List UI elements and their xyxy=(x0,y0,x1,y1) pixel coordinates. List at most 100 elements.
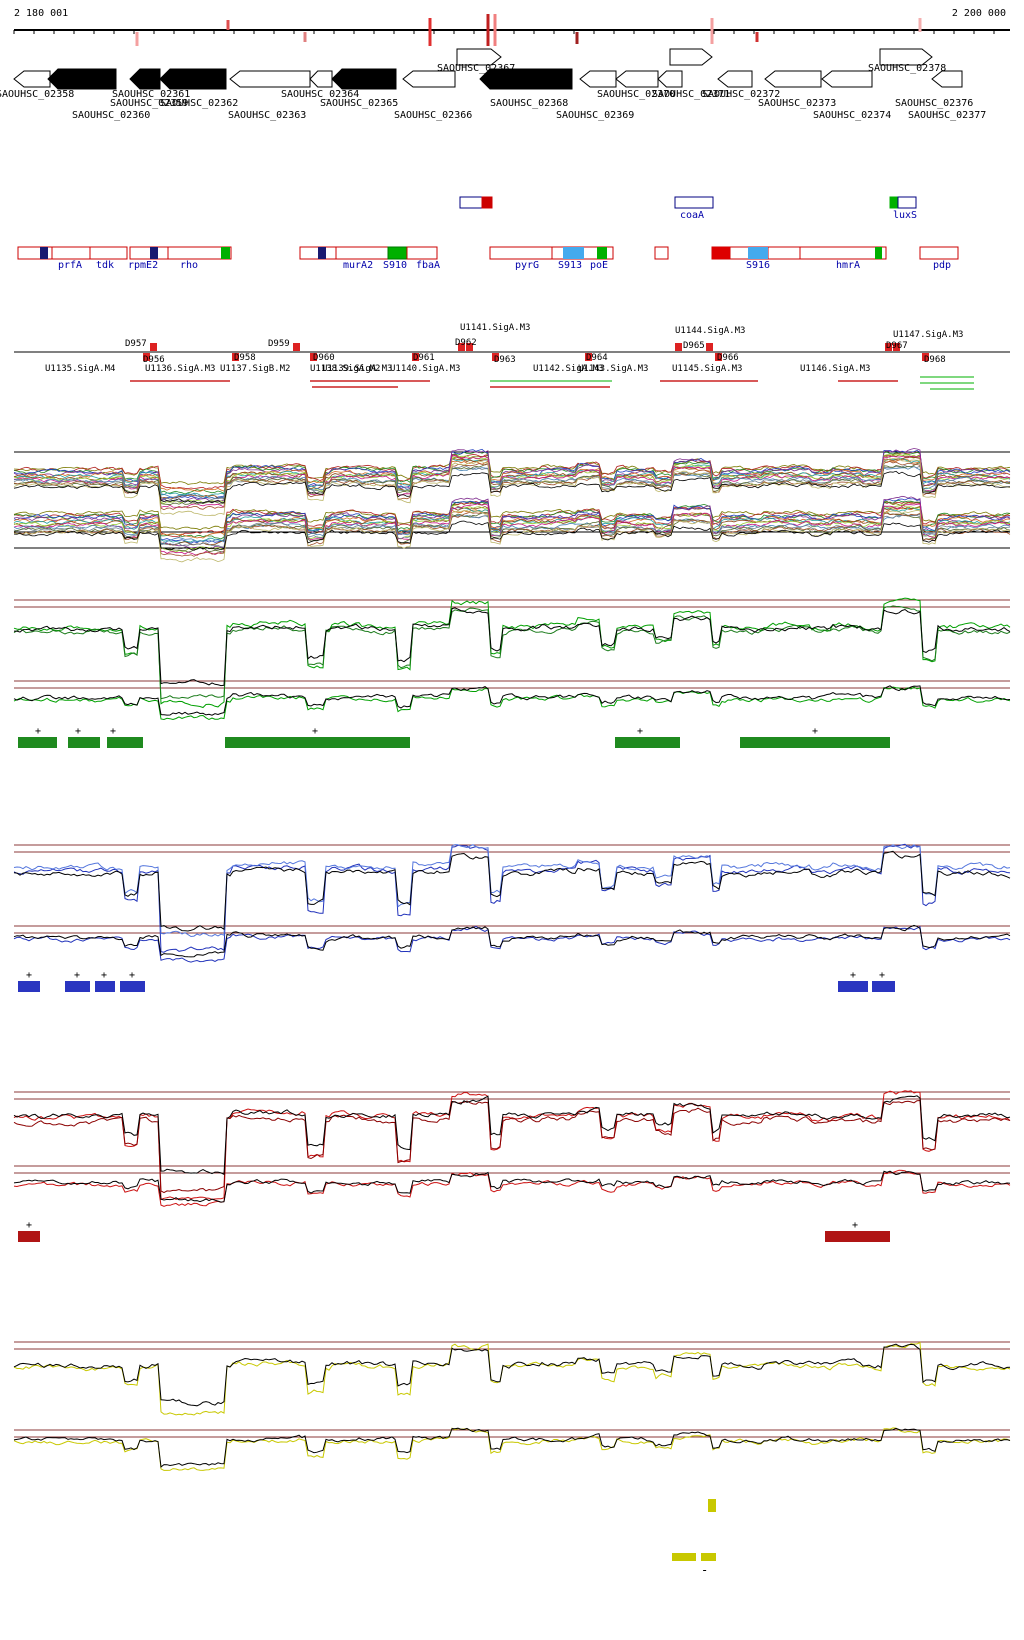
signal-panel-2[interactable] xyxy=(13,597,1011,721)
operon-box[interactable] xyxy=(129,246,232,260)
tu-label: D968 xyxy=(924,355,946,365)
operon-box[interactable] xyxy=(17,246,128,260)
feature-box[interactable] xyxy=(674,196,714,209)
expression-segment[interactable] xyxy=(95,981,115,992)
tu-flag[interactable] xyxy=(492,353,499,361)
gene-arrow[interactable] xyxy=(402,70,456,88)
gene-label: SAOUHSC_02367 xyxy=(437,63,515,74)
tu-flag[interactable] xyxy=(715,353,722,361)
tu-flag[interactable] xyxy=(412,353,419,361)
gene-arrow[interactable] xyxy=(309,70,333,88)
feature-box[interactable] xyxy=(459,196,483,209)
gene-arrow[interactable] xyxy=(615,70,659,88)
operon-box[interactable] xyxy=(387,246,408,260)
operon-box[interactable] xyxy=(406,246,438,260)
tu-label: U1137.SigB.M2 xyxy=(220,364,290,374)
expression-segment[interactable] xyxy=(68,737,100,748)
expression-segment[interactable] xyxy=(65,981,90,992)
operon-box[interactable] xyxy=(489,246,614,260)
operon-label: S916 xyxy=(746,260,770,271)
tu-flag[interactable] xyxy=(310,353,317,361)
gene-arrow[interactable] xyxy=(229,70,311,88)
gene-arrow[interactable] xyxy=(479,68,573,90)
expression-segment[interactable] xyxy=(18,981,40,992)
signal-trace xyxy=(13,850,1011,932)
expression-segment[interactable] xyxy=(107,737,143,748)
gene-label: SAOUHSC_02374 xyxy=(813,110,891,121)
signal-trace xyxy=(13,1099,1011,1194)
gene-arrow[interactable] xyxy=(669,48,713,66)
operon-label: pdp xyxy=(933,260,951,271)
signal-trace xyxy=(13,448,1011,503)
expression-segment[interactable] xyxy=(225,737,410,748)
expression-segment[interactable] xyxy=(672,1553,696,1561)
gene-label: SAOUHSC_02360 xyxy=(72,110,150,121)
signal-trace xyxy=(13,505,1011,546)
expression-segment[interactable] xyxy=(708,1499,716,1512)
gene-arrow[interactable] xyxy=(331,68,397,90)
gene-arrow[interactable] xyxy=(456,48,502,66)
plus-mark: + xyxy=(879,970,885,981)
tu-label: D956 xyxy=(143,355,165,365)
tu-flag[interactable] xyxy=(885,343,892,351)
tu-flag[interactable] xyxy=(585,353,592,361)
signal-trace xyxy=(13,495,1011,549)
gene-arrow[interactable] xyxy=(821,70,873,88)
gene-arrow[interactable] xyxy=(717,70,753,88)
plus-mark: + xyxy=(75,726,81,737)
gene-arrow[interactable] xyxy=(879,48,933,66)
signal-panel-5[interactable] xyxy=(13,1341,1011,1471)
gene-arrow[interactable] xyxy=(47,68,117,90)
expression-segment[interactable] xyxy=(18,1231,40,1242)
tu-flag[interactable] xyxy=(458,343,465,351)
gene-arrow[interactable] xyxy=(931,70,963,88)
expression-segment[interactable] xyxy=(120,981,145,992)
operon-box[interactable] xyxy=(654,246,669,260)
gene-arrow[interactable] xyxy=(657,70,683,88)
tu-flag[interactable] xyxy=(232,353,239,361)
tu-flag[interactable] xyxy=(293,343,300,351)
gene-arrow[interactable] xyxy=(13,70,51,88)
operon-box[interactable] xyxy=(299,246,389,260)
expression-segment[interactable] xyxy=(825,1231,890,1242)
operon-label: poE xyxy=(590,260,608,271)
expression-segment[interactable] xyxy=(615,737,680,748)
expression-segment[interactable] xyxy=(872,981,895,992)
gene-arrow[interactable] xyxy=(129,68,161,90)
tu-flag[interactable] xyxy=(893,343,900,351)
signal-panel-1[interactable] xyxy=(13,448,1011,563)
tu-flag[interactable] xyxy=(143,353,150,361)
plus-mark: + xyxy=(812,726,818,737)
tu-label: U1147.SigA.M3 xyxy=(893,330,963,340)
signal-trace xyxy=(13,925,1011,963)
tu-flag[interactable] xyxy=(150,343,157,351)
signal-panel-4[interactable] xyxy=(13,1090,1011,1207)
tu-label: D957 xyxy=(125,339,147,349)
gene-arrow[interactable] xyxy=(764,70,822,88)
operon-box[interactable] xyxy=(919,246,959,260)
expression-segment[interactable] xyxy=(701,1553,716,1561)
tu-flag[interactable] xyxy=(466,343,473,351)
tu-flag[interactable] xyxy=(675,343,682,351)
expression-segment[interactable] xyxy=(838,981,868,992)
expression-segment[interactable] xyxy=(740,737,890,748)
operon-box[interactable] xyxy=(711,246,887,260)
gene-arrow[interactable] xyxy=(579,70,617,88)
tu-label: D960 xyxy=(313,353,335,363)
feature-box[interactable] xyxy=(897,196,917,209)
operon-label: pyrG xyxy=(515,260,539,271)
feature-box[interactable] xyxy=(889,196,899,209)
signal-trace xyxy=(13,456,1011,500)
tu-flag[interactable] xyxy=(922,353,929,361)
signal-trace xyxy=(13,499,1011,540)
tu-label: D964 xyxy=(586,353,608,363)
operon-track: prfA tdk rpmE2 rho murA2 S910 fbaA pyrG S913 poE S… xyxy=(17,246,959,271)
signal-trace xyxy=(13,462,1011,506)
expression-segment[interactable] xyxy=(18,737,57,748)
gene-arrow[interactable] xyxy=(159,68,227,90)
tu-flag[interactable] xyxy=(706,343,713,351)
signal-panel-3[interactable] xyxy=(13,843,1011,963)
feature-box[interactable] xyxy=(481,196,493,209)
